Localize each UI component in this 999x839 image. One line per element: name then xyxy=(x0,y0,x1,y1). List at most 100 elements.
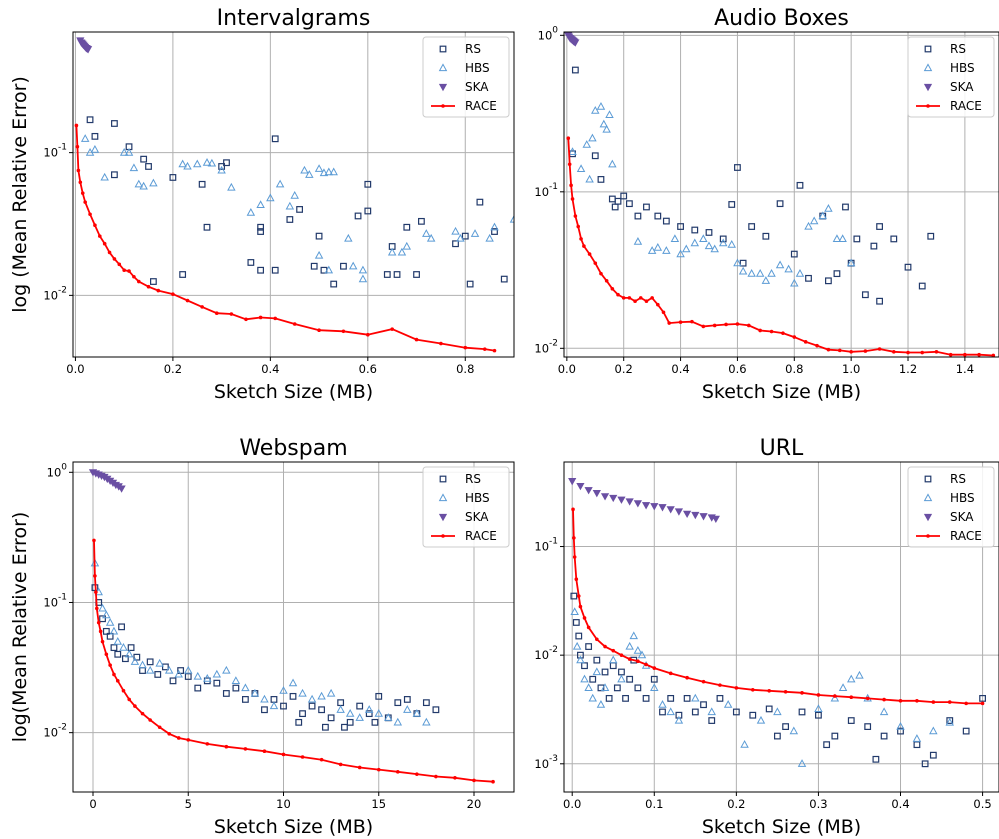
rs-point xyxy=(625,200,633,208)
race-point xyxy=(783,689,788,694)
race-point xyxy=(826,347,831,352)
race-point xyxy=(108,663,112,667)
x-tick-label: 15 xyxy=(371,797,386,811)
series-hbs xyxy=(90,558,431,726)
plot-area xyxy=(88,469,495,784)
hbs-point xyxy=(596,700,606,708)
hbs-point xyxy=(183,161,192,170)
rs-point xyxy=(257,266,265,274)
race-point xyxy=(95,606,99,611)
race-point xyxy=(898,699,903,703)
hbs-point xyxy=(896,721,905,730)
rs-point xyxy=(691,708,699,716)
hbs-point xyxy=(674,715,684,724)
series-rs xyxy=(569,66,935,305)
rs-point xyxy=(139,667,146,674)
hbs-point xyxy=(412,708,422,717)
race-point xyxy=(576,224,581,229)
hbs-point xyxy=(364,705,374,713)
x-tick-label: 0.5 xyxy=(973,797,991,811)
hbs-point xyxy=(809,216,819,225)
race-point xyxy=(127,697,131,702)
hbs-point xyxy=(591,106,600,114)
hbs-point xyxy=(585,174,594,183)
rs-point xyxy=(773,732,781,740)
legend-marker xyxy=(439,45,447,53)
hbs-point xyxy=(193,159,202,168)
race-point xyxy=(167,731,172,736)
ska-point xyxy=(571,39,580,47)
series-ska xyxy=(564,32,580,47)
hbs-point xyxy=(260,694,269,703)
rs-point xyxy=(570,592,578,600)
ska-point xyxy=(584,487,593,495)
race-point xyxy=(920,350,925,355)
race-point xyxy=(157,725,162,730)
rs-point xyxy=(605,694,613,702)
rs-point xyxy=(609,662,617,670)
race-point xyxy=(582,616,587,620)
rs-point xyxy=(280,702,287,710)
race-point xyxy=(610,287,615,291)
legend: RS HBS SKA RACE xyxy=(422,36,510,118)
hbs-point xyxy=(130,657,140,665)
race-point xyxy=(463,345,468,350)
rs-point xyxy=(575,632,583,640)
rs-point xyxy=(782,723,790,730)
x-axis-label: Sketch Size (MB) xyxy=(702,381,861,403)
rs-point xyxy=(111,120,118,127)
x-tick-label: 0.2 xyxy=(164,362,182,376)
race-point xyxy=(491,779,495,784)
hbs-point xyxy=(285,201,295,210)
legend-entry: HBS xyxy=(950,61,975,75)
hbs-point xyxy=(855,670,864,679)
race-point xyxy=(906,350,910,355)
x-tick-label: 1.4 xyxy=(956,362,974,376)
rs-point xyxy=(790,250,798,258)
rs-point xyxy=(979,694,986,702)
rs-point xyxy=(146,658,154,666)
race-point xyxy=(376,767,381,772)
rs-point xyxy=(918,282,926,290)
hbs-point xyxy=(838,234,847,243)
hbs-point xyxy=(355,713,364,721)
rs-point xyxy=(677,223,684,230)
hbs-point xyxy=(633,646,643,654)
race-point xyxy=(712,323,717,328)
hbs-point xyxy=(727,239,736,248)
hbs-point xyxy=(470,229,480,237)
race-point xyxy=(571,507,575,512)
chart-title: URL xyxy=(760,436,804,461)
hbs-point xyxy=(576,164,586,173)
rs-point xyxy=(659,708,666,716)
race-point xyxy=(593,261,598,265)
ska-point xyxy=(576,482,585,491)
hbs-point xyxy=(305,170,314,178)
legend-marker xyxy=(923,493,933,502)
legend-marker xyxy=(926,104,930,108)
rs-point xyxy=(295,718,303,726)
race-point xyxy=(701,324,706,329)
plot-frame xyxy=(72,31,515,358)
rs-point xyxy=(571,66,579,74)
race-point xyxy=(93,574,97,578)
hbs-point xyxy=(256,200,265,209)
rs-point xyxy=(634,212,642,220)
legend: RS HBS SKA RACE xyxy=(907,466,995,548)
race-point xyxy=(595,637,599,642)
hbs-point xyxy=(718,238,728,247)
rs-point xyxy=(626,675,634,683)
rs-point xyxy=(589,675,597,683)
series-ska xyxy=(76,37,93,54)
race-point xyxy=(877,347,882,351)
rs-point xyxy=(140,155,148,163)
race-point xyxy=(678,320,683,324)
legend-marker xyxy=(926,534,930,538)
race-point xyxy=(415,772,419,776)
rs-point xyxy=(853,235,861,243)
hbs-point xyxy=(804,221,813,230)
race-point xyxy=(117,262,122,267)
hbs-point xyxy=(629,631,639,640)
rs-point xyxy=(597,684,605,692)
race-point xyxy=(244,317,248,322)
